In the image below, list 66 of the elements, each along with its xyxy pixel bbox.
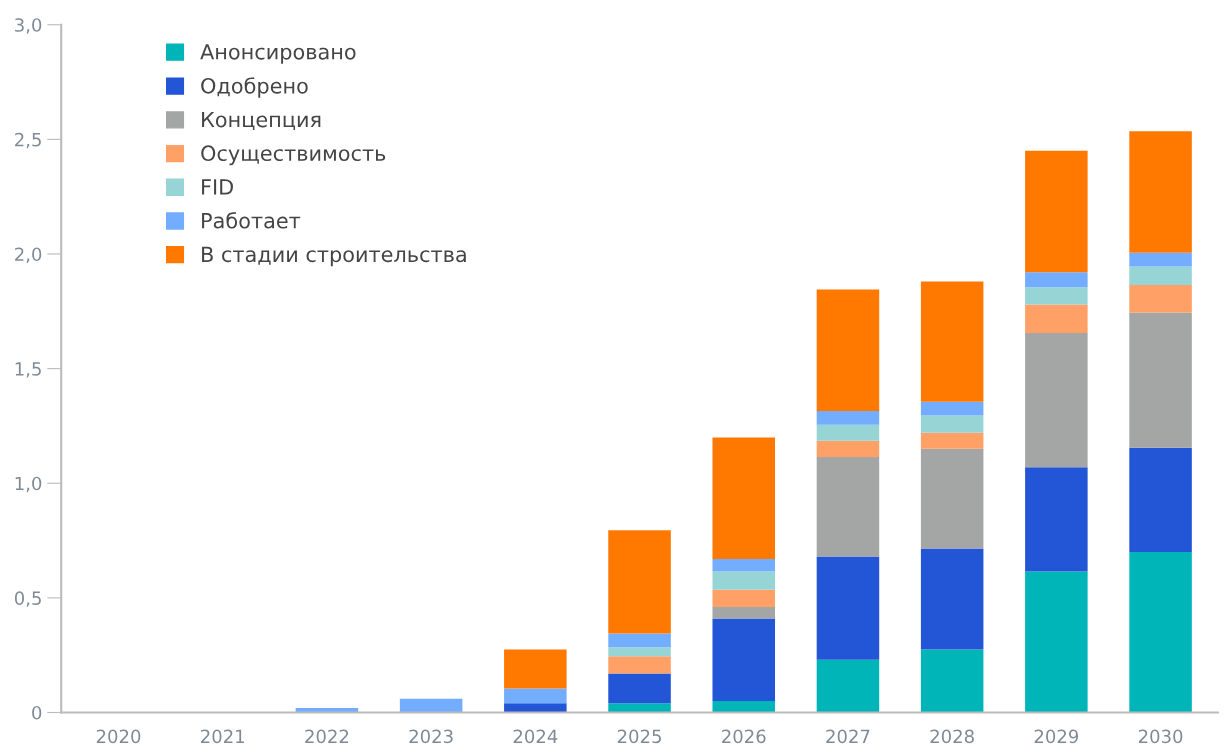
y-tick-label: 1,5 bbox=[15, 362, 41, 378]
y-tick-label: 3,0 bbox=[15, 18, 42, 34]
y-tick-label: 0 bbox=[32, 705, 42, 720]
bar bbox=[1129, 266, 1192, 285]
legend-label: Одобрено bbox=[201, 77, 308, 98]
bar bbox=[712, 437, 776, 559]
bar bbox=[920, 415, 984, 433]
bar bbox=[712, 589, 776, 608]
bar bbox=[1129, 284, 1192, 313]
x-tick-label: 2023 bbox=[409, 729, 453, 744]
bar bbox=[1025, 272, 1088, 288]
bar bbox=[1025, 467, 1088, 572]
legend-label: Анонсировано bbox=[200, 44, 356, 64]
x-tick-label: 2026 bbox=[722, 729, 766, 744]
bar bbox=[920, 281, 984, 402]
bar bbox=[1025, 571, 1088, 713]
bar bbox=[816, 424, 880, 441]
bar bbox=[816, 289, 880, 412]
x-tick-label: 2021 bbox=[201, 729, 245, 744]
bar bbox=[816, 411, 880, 425]
bar bbox=[1025, 150, 1088, 273]
bar bbox=[1129, 252, 1192, 267]
x-tick-label: 2022 bbox=[305, 729, 349, 744]
legend-label: Концепция bbox=[202, 111, 321, 130]
bar bbox=[920, 432, 984, 449]
bar bbox=[1129, 447, 1192, 553]
y-tick-label: 2,0 bbox=[15, 247, 42, 263]
legend-label: FID bbox=[202, 179, 233, 195]
bar bbox=[712, 618, 776, 702]
x-tick-label: 2027 bbox=[826, 729, 870, 744]
bar bbox=[816, 440, 880, 457]
bar bbox=[712, 558, 776, 572]
y-tick-label: 2,5 bbox=[15, 132, 41, 149]
bar bbox=[608, 656, 671, 674]
bar bbox=[712, 571, 776, 590]
bar bbox=[920, 448, 984, 549]
x-tick-label: 2030 bbox=[1138, 729, 1183, 744]
legend-label: Работает bbox=[202, 212, 301, 229]
bar bbox=[1129, 131, 1192, 253]
legend-label: Осуществимость bbox=[201, 145, 386, 166]
bar bbox=[608, 633, 671, 648]
bar bbox=[816, 556, 880, 660]
bar bbox=[1129, 312, 1192, 448]
x-tick-label: 2029 bbox=[1034, 729, 1079, 744]
x-tick-label: 2025 bbox=[617, 729, 661, 744]
bar bbox=[816, 456, 880, 557]
bar bbox=[920, 401, 984, 416]
bar bbox=[1129, 552, 1192, 713]
bar bbox=[712, 607, 776, 619]
bar bbox=[1025, 333, 1088, 468]
y-tick-label: 0,5 bbox=[14, 591, 41, 607]
x-tick-label: 2020 bbox=[96, 729, 141, 744]
y-tick-label: 1,0 bbox=[15, 476, 42, 493]
bar bbox=[920, 649, 984, 713]
bar bbox=[1025, 287, 1088, 305]
bar bbox=[608, 647, 671, 657]
bar bbox=[608, 530, 671, 634]
x-tick-label: 2024 bbox=[513, 729, 558, 744]
bar bbox=[816, 659, 880, 713]
bar bbox=[920, 548, 984, 650]
bar bbox=[504, 649, 567, 689]
bar bbox=[608, 673, 671, 704]
bar bbox=[1025, 304, 1088, 334]
x-tick-label: 2028 bbox=[930, 729, 974, 744]
legend-label: В стадии строительства bbox=[202, 246, 466, 267]
bar bbox=[504, 688, 567, 704]
